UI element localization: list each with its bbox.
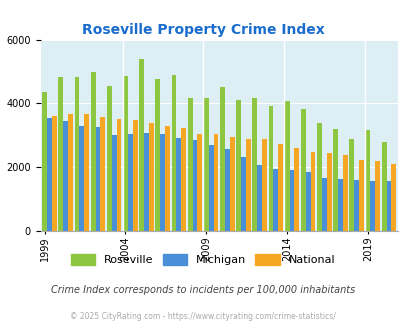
Bar bbox=[139, 59, 144, 231]
Bar bbox=[203, 98, 208, 231]
Text: Crime Index corresponds to incidents per 100,000 inhabitants: Crime Index corresponds to incidents per… bbox=[51, 285, 354, 295]
Bar bbox=[229, 137, 234, 231]
Bar bbox=[273, 169, 277, 231]
Bar bbox=[95, 127, 100, 231]
Bar bbox=[390, 164, 395, 231]
Bar bbox=[294, 148, 298, 231]
Bar bbox=[90, 72, 95, 231]
Bar bbox=[262, 140, 266, 231]
Bar bbox=[326, 152, 331, 231]
Bar bbox=[79, 126, 84, 231]
Bar bbox=[187, 98, 192, 231]
Bar bbox=[47, 118, 52, 231]
Bar bbox=[245, 139, 250, 231]
Bar bbox=[68, 114, 73, 231]
Bar bbox=[165, 126, 170, 231]
Bar bbox=[257, 165, 262, 231]
Bar bbox=[305, 172, 310, 231]
Bar bbox=[252, 98, 257, 231]
Bar bbox=[381, 142, 386, 231]
Bar bbox=[342, 155, 347, 231]
Bar bbox=[364, 130, 369, 231]
Bar bbox=[268, 106, 273, 231]
Bar bbox=[386, 181, 390, 231]
Bar bbox=[321, 178, 326, 231]
Bar bbox=[128, 134, 132, 231]
Bar bbox=[197, 134, 202, 231]
Bar bbox=[192, 140, 197, 231]
Legend: Roseville, Michigan, National: Roseville, Michigan, National bbox=[66, 250, 339, 270]
Bar bbox=[160, 134, 165, 231]
Bar bbox=[58, 77, 63, 231]
Bar bbox=[111, 135, 116, 231]
Bar bbox=[149, 123, 153, 231]
Bar bbox=[63, 121, 68, 231]
Bar bbox=[176, 138, 181, 231]
Bar bbox=[107, 86, 111, 231]
Bar bbox=[123, 76, 128, 231]
Bar bbox=[284, 102, 289, 231]
Bar bbox=[349, 140, 353, 231]
Bar bbox=[277, 144, 282, 231]
Bar bbox=[353, 180, 358, 231]
Bar bbox=[75, 77, 79, 231]
Bar bbox=[132, 120, 137, 231]
Bar bbox=[213, 134, 218, 231]
Bar bbox=[289, 170, 294, 231]
Bar bbox=[144, 133, 149, 231]
Bar bbox=[52, 116, 57, 231]
Bar bbox=[100, 117, 105, 231]
Bar bbox=[374, 161, 379, 231]
Bar bbox=[208, 145, 213, 231]
Bar bbox=[333, 129, 337, 231]
Bar bbox=[369, 181, 374, 231]
Text: © 2025 CityRating.com - https://www.cityrating.com/crime-statistics/: © 2025 CityRating.com - https://www.city… bbox=[70, 312, 335, 321]
Bar bbox=[310, 151, 315, 231]
Bar bbox=[241, 157, 245, 231]
Bar bbox=[42, 92, 47, 231]
Bar bbox=[224, 149, 229, 231]
Bar bbox=[155, 79, 160, 231]
Text: Roseville Property Crime Index: Roseville Property Crime Index bbox=[81, 23, 324, 37]
Bar bbox=[181, 128, 185, 231]
Bar bbox=[116, 119, 121, 231]
Bar bbox=[300, 109, 305, 231]
Bar bbox=[171, 75, 176, 231]
Bar bbox=[220, 87, 224, 231]
Bar bbox=[316, 123, 321, 231]
Bar bbox=[358, 160, 363, 231]
Bar bbox=[337, 179, 342, 231]
Bar bbox=[236, 100, 241, 231]
Bar bbox=[84, 114, 89, 231]
